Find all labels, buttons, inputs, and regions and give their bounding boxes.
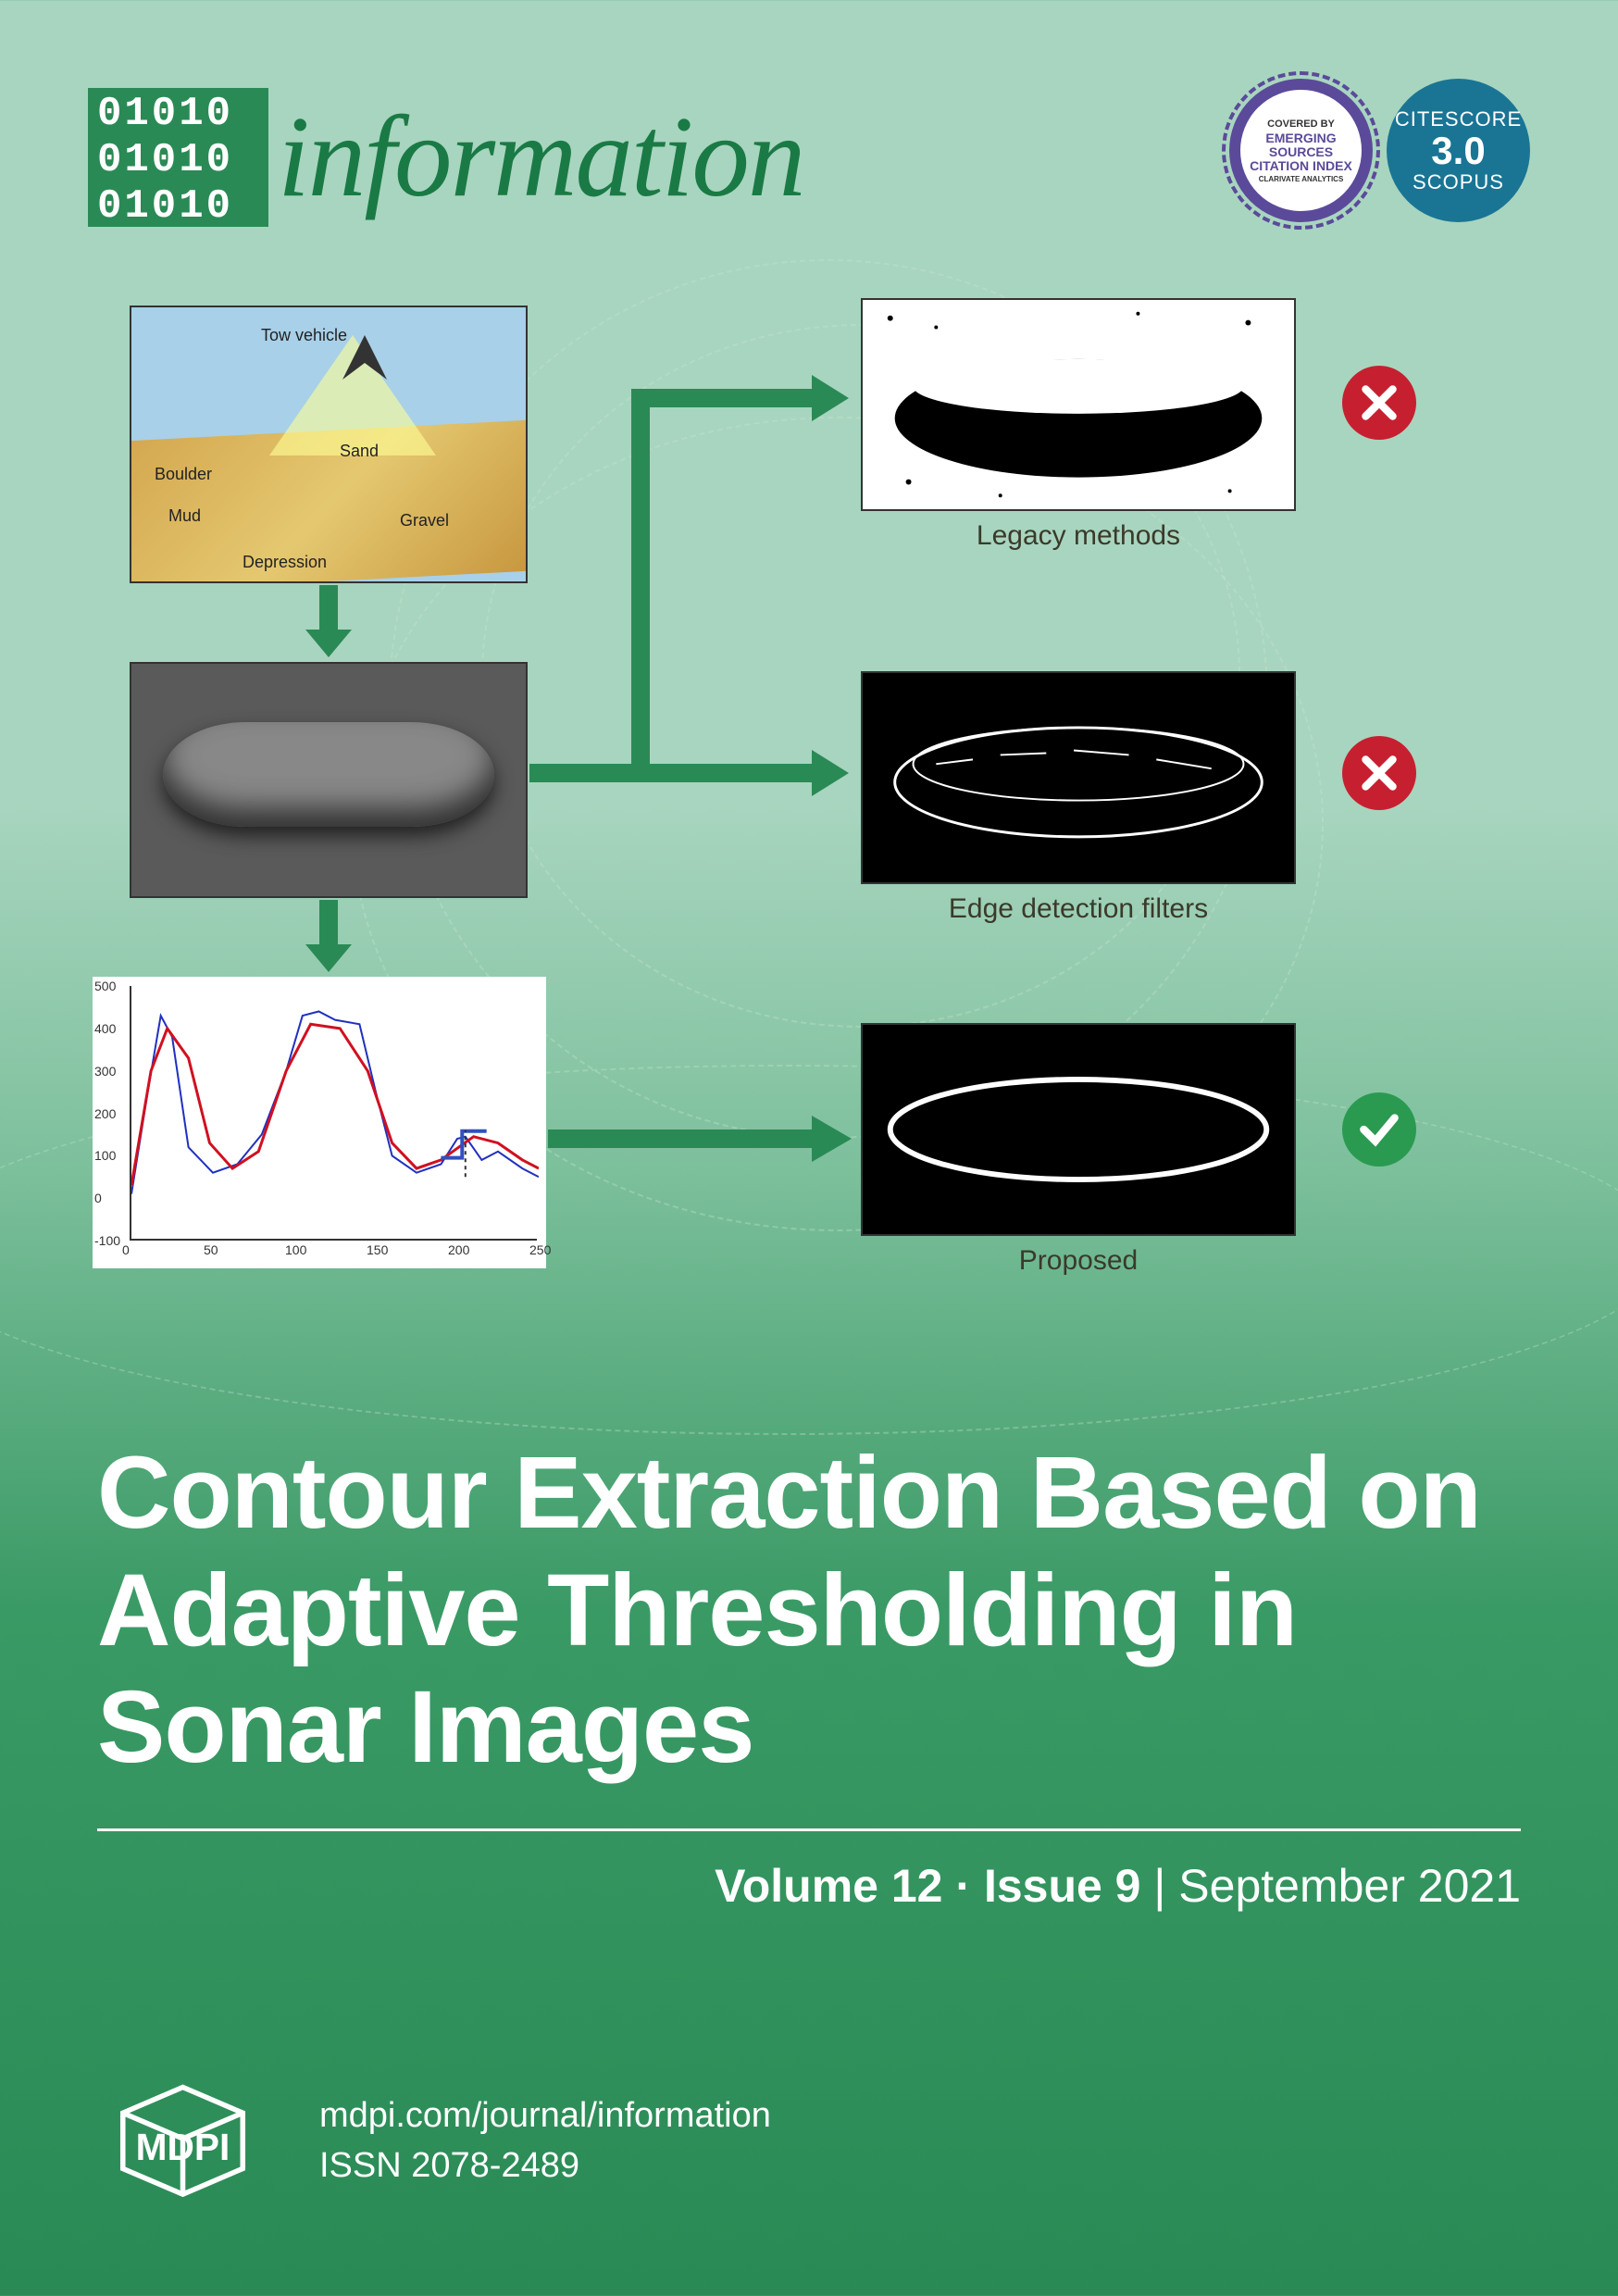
title-divider [97,1828,1521,1831]
arrow-down-icon [296,900,361,974]
article-title: Contour Extraction Based on Adaptive Thr… [97,1435,1521,1787]
footer-text: mdpi.com/journal/information ISSN 2078-2… [319,2091,771,2190]
histogram-chart-panel: -1000100200300400500050100150200250 [93,977,546,1268]
footer-url: mdpi.com/journal/information [319,2091,771,2140]
journal-logo-binary: 01010 01010 01010 [88,88,268,227]
result-label: Edge detection filters [861,893,1296,925]
scopus-score: 3.0 [1431,131,1485,170]
scopus-badge: CITESCORE 3.0 SCOPUS [1387,79,1530,222]
issue-text: Issue 9 [984,1860,1141,1912]
schematic-label: Mud [168,506,201,526]
scopus-label-bottom: SCOPUS [1413,170,1504,194]
binary-row: 01010 [97,91,259,137]
accept-icon [1342,1092,1416,1167]
esci-bottom: CLARIVATE ANALYTICS [1259,175,1344,183]
histogram-chart: -1000100200300400500050100150200250 [93,977,546,1268]
reject-icon [1342,366,1416,440]
schematic-label: Depression [243,553,327,572]
schematic-label: Sand [340,442,379,461]
issue-line: Volume 12 · Issue 9 | September 2021 [97,1859,1521,1913]
scopus-label-top: CITESCORE [1395,107,1522,131]
sonar-schematic-image: Tow vehicle Sand Boulder Mud Gravel Depr… [130,306,528,583]
index-badges: COVERED BY EMERGING SOURCES CITATION IND… [1229,79,1530,222]
result-panel-legacy: Legacy methods [861,298,1296,511]
reject-icon [1342,736,1416,810]
schematic-label: Tow vehicle [261,326,347,345]
arrow-right-icon [548,1111,853,1167]
article-title-block: Contour Extraction Based on Adaptive Thr… [97,1435,1521,1913]
edge-result-image [861,671,1296,884]
binary-row: 01010 [97,137,259,183]
footer-issn: ISSN 2078-2489 [319,2141,771,2190]
esci-main: EMERGING SOURCES CITATION INDEX [1250,131,1352,173]
journal-header: 01010 01010 01010 information [88,88,803,227]
publisher-footer: MDPI mdpi.com/journal/information ISSN 2… [97,2069,771,2213]
mdpi-logo: MDPI [97,2069,268,2213]
sonar-schematic-panel: Tow vehicle Sand Boulder Mud Gravel Depr… [130,306,528,583]
result-panel-edge: Edge detection filters [861,671,1296,884]
proposed-result-image [861,1023,1296,1236]
esci-badge: COVERED BY EMERGING SOURCES CITATION IND… [1229,79,1373,222]
journal-title: information [278,92,803,224]
methodology-diagram: Tow vehicle Sand Boulder Mud Gravel Depr… [111,306,1518,1361]
volume-text: Volume 12 [715,1860,942,1912]
result-label: Proposed [861,1245,1296,1277]
result-panel-proposed: Proposed [861,1023,1296,1236]
schematic-label: Boulder [155,465,212,484]
schematic-label: Gravel [400,511,449,530]
binary-row: 01010 [97,183,259,230]
mdpi-text: MDPI [136,2126,230,2168]
legacy-result-image [861,298,1296,511]
raw-sonar-panel [130,662,528,898]
arrow-branch-icon [529,347,853,819]
date-text: September 2021 [1178,1860,1521,1912]
result-label: Legacy methods [861,520,1296,552]
raw-sonar-image [130,662,528,898]
arrow-down-icon [296,585,361,659]
esci-top: COVERED BY [1267,119,1335,130]
